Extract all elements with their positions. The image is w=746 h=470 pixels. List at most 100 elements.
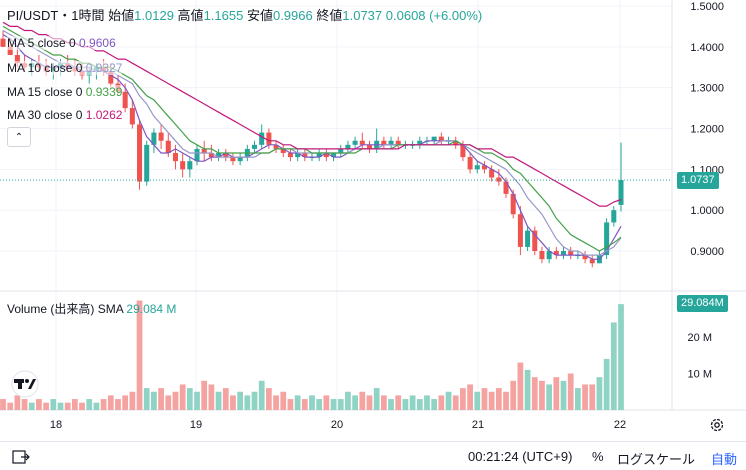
ma5-legend[interactable]: MA 5 close 0 0.9606: [7, 36, 116, 50]
candle-body: [316, 153, 322, 158]
volume-bar: [567, 373, 574, 410]
volume-bar: [194, 391, 200, 410]
volume-bar: [618, 304, 624, 410]
volume-bar: [488, 391, 495, 410]
volume-bar: [57, 402, 64, 410]
candle-body: [259, 132, 265, 145]
volume-bar: [402, 399, 409, 410]
price-tick-label: 0.9000: [690, 246, 724, 258]
candle-body: [158, 132, 164, 141]
candle-body: [180, 161, 186, 170]
volume-tick-label: 20 M: [688, 332, 712, 344]
volume-bar: [352, 395, 358, 410]
candle-body: [151, 132, 157, 145]
volume-bar: [151, 391, 157, 410]
volume-bar: [424, 395, 430, 410]
ma-line: [2, 21, 622, 207]
ma5-label: MA 5 close 0: [7, 36, 76, 50]
time-tick-label: 21: [472, 419, 484, 431]
candle-body: [230, 157, 236, 162]
volume-bar: [575, 388, 581, 410]
clock-time[interactable]: 00:21:24 (UTC+9): [468, 449, 573, 464]
volume-bar: [165, 395, 172, 410]
candle-body: [295, 153, 301, 158]
volume-bar: [452, 395, 459, 410]
volume-bar: [71, 399, 78, 410]
percent-toggle[interactable]: %: [592, 449, 604, 464]
candle-body: [273, 144, 279, 149]
volume-bar: [495, 388, 502, 410]
volume-bar: [467, 384, 473, 410]
candle-body: [165, 140, 171, 153]
high-label: 高値: [177, 8, 204, 23]
volume-bar: [337, 399, 344, 410]
candle-body: [417, 140, 423, 145]
volume-bar: [266, 388, 272, 410]
candle-body: [532, 230, 538, 251]
open-value: 1.0129: [134, 8, 174, 23]
volume-bar: [136, 300, 143, 410]
volume-bar: [172, 391, 179, 410]
volume-bar: [186, 388, 193, 410]
volume-bar: [115, 399, 121, 410]
current-price-tag: 1.0737: [677, 172, 719, 189]
ma10-label: MA 10 close 0: [7, 61, 83, 75]
ma15-legend[interactable]: MA 15 close 0 0.9339: [7, 85, 123, 99]
collapse-legend-button[interactable]: ⌃: [7, 127, 31, 147]
candle-body: [474, 165, 480, 170]
volume-bar: [0, 399, 6, 410]
volume-bar: [258, 380, 265, 410]
log-scale-toggle[interactable]: ログスケール: [617, 452, 696, 467]
change-value: 0.0608 (+6.00%): [385, 8, 483, 23]
volume-bar: [64, 402, 71, 410]
volume-bar: [582, 384, 588, 410]
price-tick-label: 1.3000: [690, 83, 724, 95]
ma15-value: 0.9339: [85, 85, 123, 99]
gear-icon[interactable]: [709, 417, 725, 433]
candle-body: [201, 148, 207, 153]
current-volume-tag: 29.084M: [677, 295, 728, 312]
candle-body: [460, 144, 466, 158]
candle-body: [517, 214, 523, 247]
ma10-legend[interactable]: MA 10 close 0 0.9327: [7, 61, 123, 75]
candle-body: [280, 148, 286, 153]
candle-body: [553, 251, 559, 256]
high-value: 1.1655: [203, 8, 244, 23]
volume-bar: [309, 395, 315, 410]
time-tick-label: 20: [331, 419, 343, 431]
time-tick-label: 19: [190, 419, 202, 431]
ma5-value: 0.9606: [79, 36, 116, 50]
goto-date-icon[interactable]: [12, 449, 30, 468]
candle-body: [381, 140, 387, 145]
auto-scale-toggle[interactable]: 自動: [711, 452, 738, 467]
volume-bar: [474, 391, 481, 410]
volume-bar: [431, 399, 438, 410]
volume-bar: [7, 402, 14, 410]
volume-label: Volume (出来高): [7, 302, 95, 316]
ma30-legend[interactable]: MA 30 close 0 1.0262: [7, 108, 123, 122]
volume-bar: [215, 391, 222, 410]
candle-body: [525, 230, 531, 247]
candle-body: [194, 148, 200, 162]
candle-body: [129, 108, 135, 125]
candle-body: [568, 251, 574, 256]
footer-bar: 00:21:24 (UTC+9) % ログスケール 自動: [0, 441, 746, 470]
chart-canvas[interactable]: 1.50001.40001.30001.20001.10001.00000.90…: [0, 0, 746, 441]
candle-body: [108, 71, 114, 84]
candle-body: [137, 124, 143, 182]
volume-tick-label: 10 M: [688, 369, 712, 381]
volume-bar: [100, 399, 107, 410]
volume-bar: [43, 402, 49, 410]
candle-body: [496, 177, 502, 182]
volume-bar: [373, 388, 380, 410]
symbol-title[interactable]: PI/USDT・1時間: [7, 8, 105, 23]
volume-legend[interactable]: Volume (出来高) SMA 29.084 M: [7, 302, 176, 316]
candle-body: [481, 165, 487, 170]
price-tick-label: 1.5000: [690, 1, 724, 13]
volume-bar: [366, 395, 373, 410]
volume-bar: [129, 391, 136, 410]
candle-body: [388, 140, 394, 145]
volume-bar: [222, 388, 229, 410]
candle-body: [611, 210, 617, 223]
tradingview-logo-icon[interactable]: [8, 370, 42, 398]
